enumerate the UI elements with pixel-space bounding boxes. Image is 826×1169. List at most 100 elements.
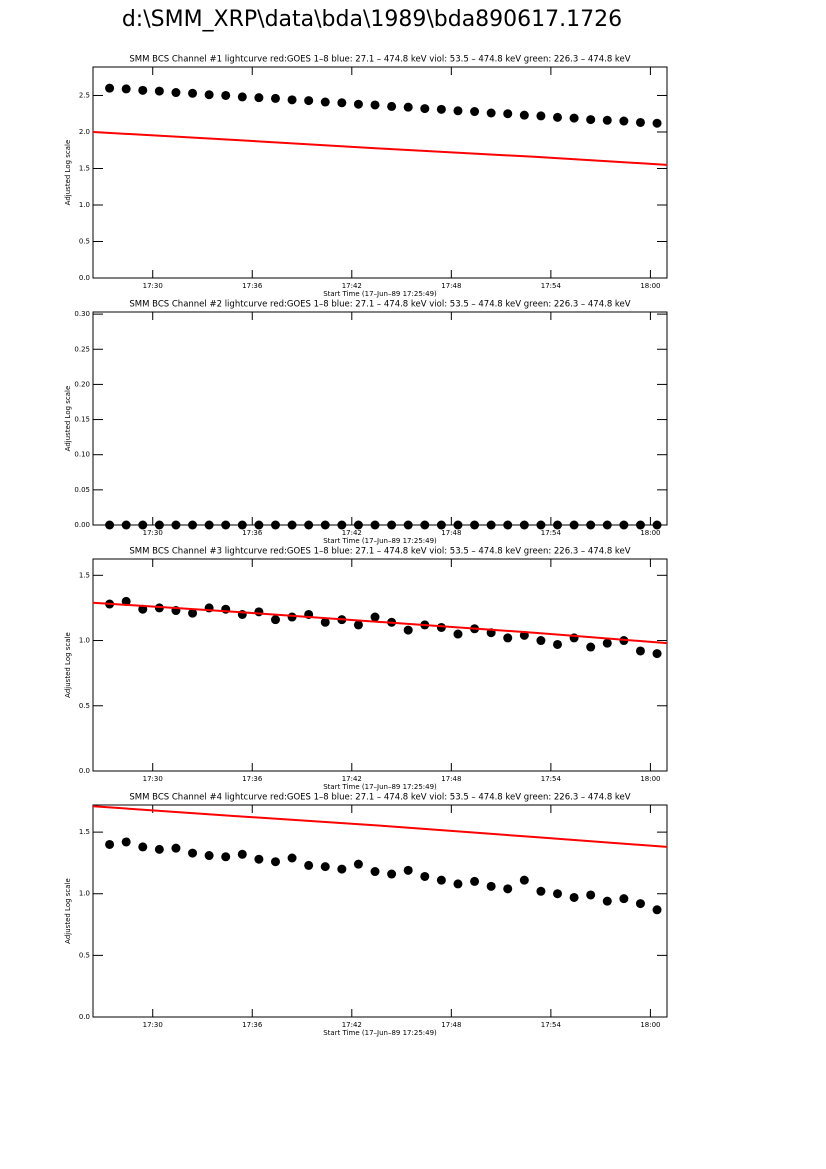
data-point (387, 520, 397, 530)
data-point (635, 899, 645, 909)
data-point (635, 646, 645, 656)
data-point (519, 875, 529, 885)
y-tick-label: 1.0 (79, 890, 90, 898)
data-point (403, 520, 413, 530)
data-point (287, 520, 297, 530)
data-point (237, 849, 247, 859)
x-axis-label: Start Time (17–Jun–89 17:25:49) (323, 783, 437, 791)
data-point (270, 615, 280, 625)
y-tick-label: 0.15 (74, 416, 90, 424)
data-point (154, 86, 164, 96)
data-point (470, 520, 480, 530)
data-point (652, 118, 662, 128)
data-point (652, 905, 662, 915)
y-tick-label: 0.5 (79, 702, 90, 710)
data-point (221, 90, 231, 100)
data-point (453, 629, 463, 639)
x-tick-label: 18:00 (640, 775, 660, 783)
data-point (569, 113, 579, 123)
data-point (270, 520, 280, 530)
data-point (254, 93, 264, 103)
data-point (138, 520, 148, 530)
data-point (370, 520, 380, 530)
data-point (503, 884, 513, 894)
goes-line (92, 601, 668, 645)
y-axis-label: Adjusted Log scale (64, 140, 72, 206)
data-point (353, 520, 363, 530)
y-axis-label: Adjusted Log scale (64, 878, 72, 944)
data-point (569, 892, 579, 902)
data-point (635, 520, 645, 530)
data-point (320, 862, 330, 872)
x-axis-label: Start Time (17–Jun–89 17:25:49) (323, 537, 437, 545)
x-tick-label: 17:42 (342, 529, 362, 537)
data-point (602, 896, 612, 906)
goes-line (92, 130, 668, 166)
data-point (569, 520, 579, 530)
x-tick-label: 17:36 (242, 282, 263, 290)
x-tick-label: 17:48 (441, 1021, 461, 1029)
data-point (436, 622, 446, 632)
x-tick-label: 18:00 (640, 1021, 660, 1029)
x-tick-label: 18:00 (640, 529, 660, 537)
data-point (188, 848, 198, 858)
data-point (436, 875, 446, 885)
data-point (436, 520, 446, 530)
data-point (304, 520, 314, 530)
x-tick-label: 17:42 (342, 775, 362, 783)
data-point (204, 90, 214, 100)
data-point (254, 607, 264, 617)
data-point (536, 520, 546, 530)
data-point (420, 871, 430, 881)
data-point (436, 104, 446, 114)
x-axis-label: Start Time (17–Jun–89 17:25:49) (323, 1029, 437, 1037)
data-point (105, 839, 115, 849)
data-point (121, 520, 131, 530)
x-tick-label: 17:48 (441, 282, 461, 290)
data-point (237, 92, 247, 102)
x-tick-label: 17:30 (143, 282, 163, 290)
data-point (652, 649, 662, 659)
data-point (121, 837, 131, 847)
x-tick-label: 17:30 (143, 775, 163, 783)
data-point (287, 853, 297, 863)
x-axis-label: Start Time (17–Jun–89 17:25:49) (323, 290, 437, 298)
data-point (602, 115, 612, 125)
data-point (536, 636, 546, 646)
y-tick-label: 1.5 (79, 164, 90, 172)
data-point (237, 520, 247, 530)
chart-title: SMM BCS Channel #4 lightcurve red:GOES 1… (129, 793, 630, 803)
data-point (652, 520, 662, 530)
data-point (619, 894, 629, 904)
data-point (453, 106, 463, 116)
y-tick-label: 0.5 (79, 951, 90, 959)
data-point (470, 107, 480, 117)
data-point (420, 520, 430, 530)
x-tick-label: 17:36 (242, 1021, 263, 1029)
data-point (586, 520, 596, 530)
data-point (503, 633, 513, 643)
x-tick-label: 17:54 (541, 1021, 562, 1029)
data-point (586, 642, 596, 652)
y-tick-label: 0.30 (74, 310, 90, 318)
data-point (287, 612, 297, 622)
data-point (154, 844, 164, 854)
data-point (287, 95, 297, 105)
y-axis-label: Adjusted Log scale (64, 386, 72, 452)
x-tick-label: 17:54 (541, 282, 562, 290)
data-point (171, 843, 181, 853)
data-point (403, 625, 413, 635)
data-point (586, 890, 596, 900)
data-point (420, 104, 430, 114)
data-point (138, 85, 148, 95)
x-tick-label: 17:30 (143, 1021, 163, 1029)
data-point (370, 867, 380, 877)
x-tick-label: 17:42 (342, 1021, 362, 1029)
y-tick-label: 0.5 (79, 237, 90, 245)
data-point (188, 88, 198, 98)
chart-title: SMM BCS Channel #1 lightcurve red:GOES 1… (129, 55, 630, 65)
y-tick-label: 0.0 (79, 1013, 90, 1021)
x-tick-label: 17:36 (242, 529, 263, 537)
